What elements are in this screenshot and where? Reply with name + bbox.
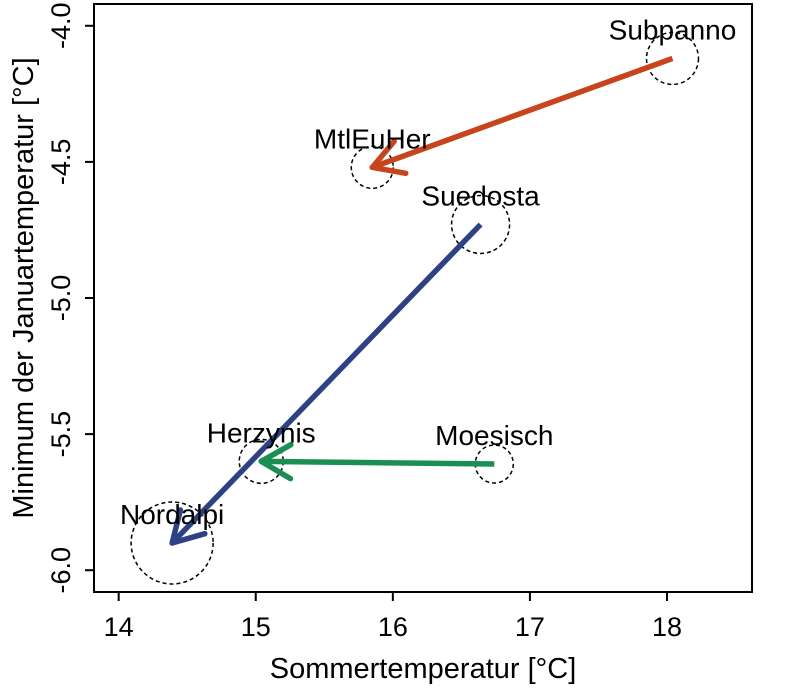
arrow-shaft-subpanno-to-mtleuher xyxy=(371,55,674,170)
x-tick-label: 18 xyxy=(652,612,682,642)
x-tick-label: 16 xyxy=(378,612,408,642)
y-tick-label: -4.5 xyxy=(46,139,76,186)
point-label-mtleuher: MtlEuHer xyxy=(314,123,431,154)
y-tick-label: -5.0 xyxy=(46,275,76,322)
y-tick-label: -6.0 xyxy=(46,547,76,594)
arrow-head-herzynis xyxy=(258,458,294,482)
point-label-moesisch: Moesisch xyxy=(435,420,553,451)
data-point-circle-suedosta xyxy=(450,194,511,255)
data-point-circle-subpanno xyxy=(645,31,700,86)
x-axis-title: Sommertemperatur [°C] xyxy=(270,653,577,685)
y-tick-label: -5.5 xyxy=(46,411,76,458)
arrows-layer xyxy=(169,55,674,546)
point-labels-layer: Subpanno MtlEuHer Suedosta Herzynis Moesisch… xyxy=(120,14,736,530)
arrow-shaft-suedosta-to-nordalpi xyxy=(170,222,483,545)
arrow-head-nordalpi xyxy=(169,530,208,546)
x-tick-label: 17 xyxy=(515,612,545,642)
data-point-circle-nordalpi xyxy=(130,501,214,585)
y-axis-title: Minimum der Januartemperatur [°C] xyxy=(8,57,40,518)
arrow-head-mtleuher xyxy=(369,138,397,171)
axes-layer: 14 15 16 17 18 -4.0 -4.5 -5.0 -5.5 -6.0 xyxy=(46,3,682,642)
arrow-shaft-moesisch-to-herzynis xyxy=(261,458,495,467)
arrow-head-nordalpi xyxy=(169,507,184,546)
point-label-suedosta: Suedosta xyxy=(421,181,540,212)
x-tick-label: 14 xyxy=(104,612,134,642)
data-point-circle-mtleuher xyxy=(350,145,395,190)
point-label-nordalpi: Nordalpi xyxy=(120,499,224,530)
arrow-head-herzynis xyxy=(258,441,294,465)
x-tick-label: 15 xyxy=(241,612,271,642)
arrow-head-mtleuher xyxy=(369,164,409,177)
point-label-herzynis: Herzynis xyxy=(207,417,316,448)
y-tick-label: -4.0 xyxy=(46,3,76,50)
point-label-subpanno: Subpanno xyxy=(609,14,737,45)
